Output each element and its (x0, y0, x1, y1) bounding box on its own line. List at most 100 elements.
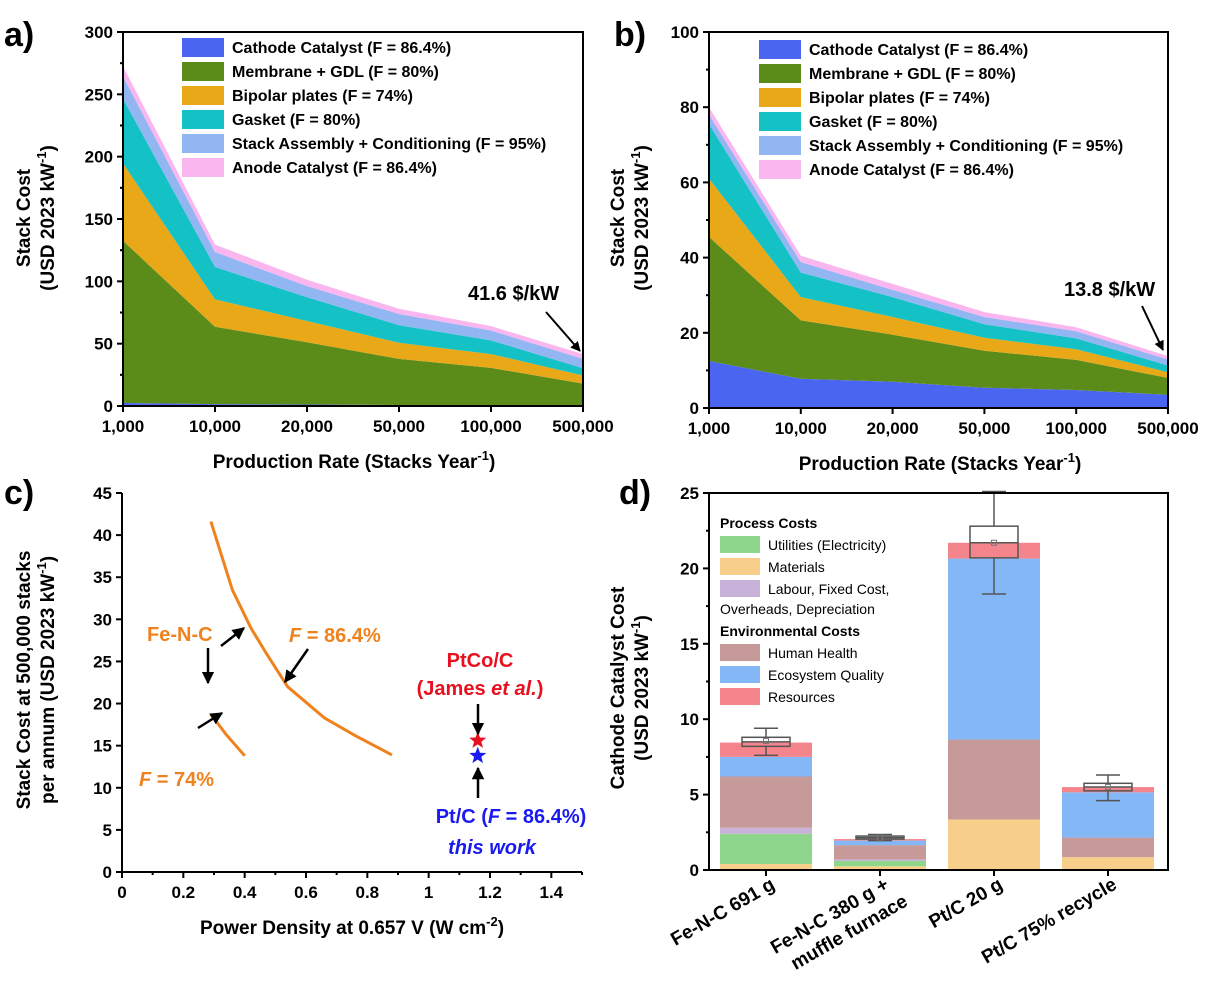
b-area-0 (709, 361, 1168, 408)
a-legend-swatch (182, 110, 224, 129)
b-legend-label: Bipolar plates (F = 74%) (809, 90, 990, 107)
b-area-2 (709, 178, 1168, 378)
d-ytick-label: 25 (680, 484, 699, 503)
b-ytick-label: 60 (680, 173, 699, 192)
panel-c-label: c) (4, 474, 34, 512)
panel-c-arrow-f864-a (220, 627, 245, 647)
d-legend-swatch (720, 536, 760, 553)
a-area-1 (123, 240, 583, 406)
d-bar-segment (948, 739, 1040, 820)
panel-c-arrow-f864-b (283, 648, 310, 684)
d-bar-segment (834, 840, 926, 846)
b-ytick-label: 0 (690, 399, 699, 418)
b-legend-label: Cathode Catalyst (F = 86.4%) (809, 42, 1028, 59)
d-ytick-label: 15 (680, 635, 699, 654)
c-line-1 (209, 713, 246, 757)
c-ytick-label: 10 (93, 779, 112, 798)
svg-text:Stack Cost: Stack Cost (14, 168, 35, 267)
panel-c-fenc-label: Fe-N-C (147, 624, 213, 646)
a-xtick-label: 10,000 (189, 417, 241, 436)
b-legend-swatch (759, 64, 801, 83)
panel-c: c) 0 5 10 15 20 25 30 35 40 45 0 0.2 0.4 0.6 0.8 1 1.2 1.… (4, 474, 586, 939)
d-ytick-label: 10 (680, 710, 699, 729)
panel-a-ylabel: Stack Cost (USD 2023 kW-1) (14, 145, 59, 291)
c-xtick-label: 1 (424, 883, 433, 902)
a-legend-label: Anode Catalyst (F = 86.4%) (232, 160, 437, 177)
d-bar-segment (834, 860, 926, 867)
panel-a-xlabel: Production Rate (Stacks Year-1) (213, 448, 496, 473)
panel-c-arrow-f74 (197, 711, 224, 730)
svg-text:(USD 2023 kW-1): (USD 2023 kW-1) (34, 145, 59, 291)
b-xtick-label: 1,000 (688, 419, 731, 438)
d-legend-swatch (720, 644, 760, 661)
svg-text:Stack Cost at 500,000 stacks: Stack Cost at 500,000 stacks (14, 551, 35, 810)
svg-text:Stack Cost: Stack Cost (608, 168, 629, 267)
a-legend-swatch (182, 62, 224, 81)
a-legend-swatch (182, 158, 224, 177)
b-legend-swatch (759, 88, 801, 107)
d-bar-segment (720, 776, 812, 828)
d-ytick-label: 20 (680, 559, 699, 578)
c-xtick-label: 0.6 (294, 883, 318, 902)
panel-b-total-annotation: 13.8 $/kW (1064, 279, 1155, 301)
b-legend-label: Anode Catalyst (F = 86.4%) (809, 162, 1014, 179)
a-xtick-label: 50,000 (373, 417, 425, 436)
b-legend-swatch (759, 160, 801, 179)
panel-b: b) 0 20 40 60 80 100 1,000 10,000 20,000 50,000 10… (608, 16, 1199, 475)
b-legend-label: Gasket (F = 80%) (809, 114, 938, 131)
b-ytick-label: 20 (680, 324, 699, 343)
d-legend-label: Utilities (Electricity) (768, 537, 886, 553)
panel-c-ptc-label: Pt/C (F = 86.4%) (436, 806, 587, 828)
a-area-3 (123, 98, 583, 376)
d-bar-segment (1062, 837, 1154, 858)
panel-a-total-annotation: 41.6 $/kW (468, 283, 559, 305)
svg-text:Cathode Catalyst Cost: Cathode Catalyst Cost (608, 586, 629, 789)
panel-c-f864-label: F = 86.4% (289, 625, 381, 647)
panel-d: d) Fe-N-C 691 gFe-N-C 380 g +muffle furn… (608, 474, 1169, 975)
a-ytick-label: 0 (104, 397, 113, 416)
d-bar-segment (834, 866, 926, 870)
b-legend-label: Membrane + GDL (F = 80%) (809, 66, 1016, 83)
d-bar-segment (834, 845, 926, 860)
d-bar-segment (948, 819, 1040, 870)
a-ytick-label: 50 (94, 335, 113, 354)
panel-c-ylabel: Stack Cost at 500,000 stacks per annum (… (14, 551, 59, 810)
d-bar-segment (834, 859, 926, 861)
c-xtick-label: 1.4 (540, 883, 564, 902)
panel-a-legend: Cathode Catalyst (F = 86.4%) Membrane + G… (182, 38, 546, 177)
panel-b-ylabel: Stack Cost (USD 2023 kW-1) (608, 145, 653, 291)
svg-text:(USD 2023 kW-1): (USD 2023 kW-1) (628, 145, 653, 291)
d-legend-heading: Process Costs (720, 515, 817, 531)
d-bar-segment (720, 833, 812, 864)
b-xtick-label: 500,000 (1137, 419, 1198, 438)
panel-a: a) 0 50 100 150 200 250 300 1,000 10,000 20,000 50… (4, 16, 614, 473)
d-mean (1105, 784, 1111, 791)
b-legend-swatch (759, 112, 801, 131)
d-legend-label: Materials (768, 559, 825, 575)
a-legend-swatch (182, 38, 224, 57)
c-ytick-label: 30 (93, 610, 112, 629)
panel-c-xlabel: Power Density at 0.657 V (W cm-2) (200, 914, 504, 939)
d-legend-swatch (720, 580, 760, 597)
a-ytick-label: 100 (85, 272, 113, 291)
a-legend-label: Gasket (F = 80%) (232, 112, 361, 129)
d-category-label: Fe-N-C 691 g (667, 874, 778, 950)
panel-d-label: d) (619, 474, 651, 512)
d-mean (763, 738, 769, 745)
panel-c-this-work: this work (448, 837, 537, 859)
d-ytick-label: 0 (690, 861, 699, 880)
b-ytick-label: 100 (671, 23, 699, 42)
a-ytick-label: 200 (85, 148, 113, 167)
b-area-1 (709, 236, 1168, 395)
b-xtick-label: 100,000 (1045, 419, 1106, 438)
svg-text:per annum (USD 2023 kW-1): per annum (USD 2023 kW-1) (34, 556, 59, 804)
d-legend-swatch (720, 558, 760, 575)
d-mean (991, 539, 997, 546)
d-category-text: Fe-N-C 691 g (667, 874, 778, 950)
a-ytick-label: 300 (85, 23, 113, 42)
panel-d-bars (720, 542, 1154, 870)
d-legend-label: Labour, Fixed Cost, (768, 581, 889, 597)
b-xtick-label: 20,000 (867, 419, 919, 438)
panel-a-axes: 0 50 100 150 200 250 300 1,000 10,000 20,000 50,00… (85, 23, 614, 436)
panel-c-ptco-ref: (James et al.) (417, 678, 544, 700)
